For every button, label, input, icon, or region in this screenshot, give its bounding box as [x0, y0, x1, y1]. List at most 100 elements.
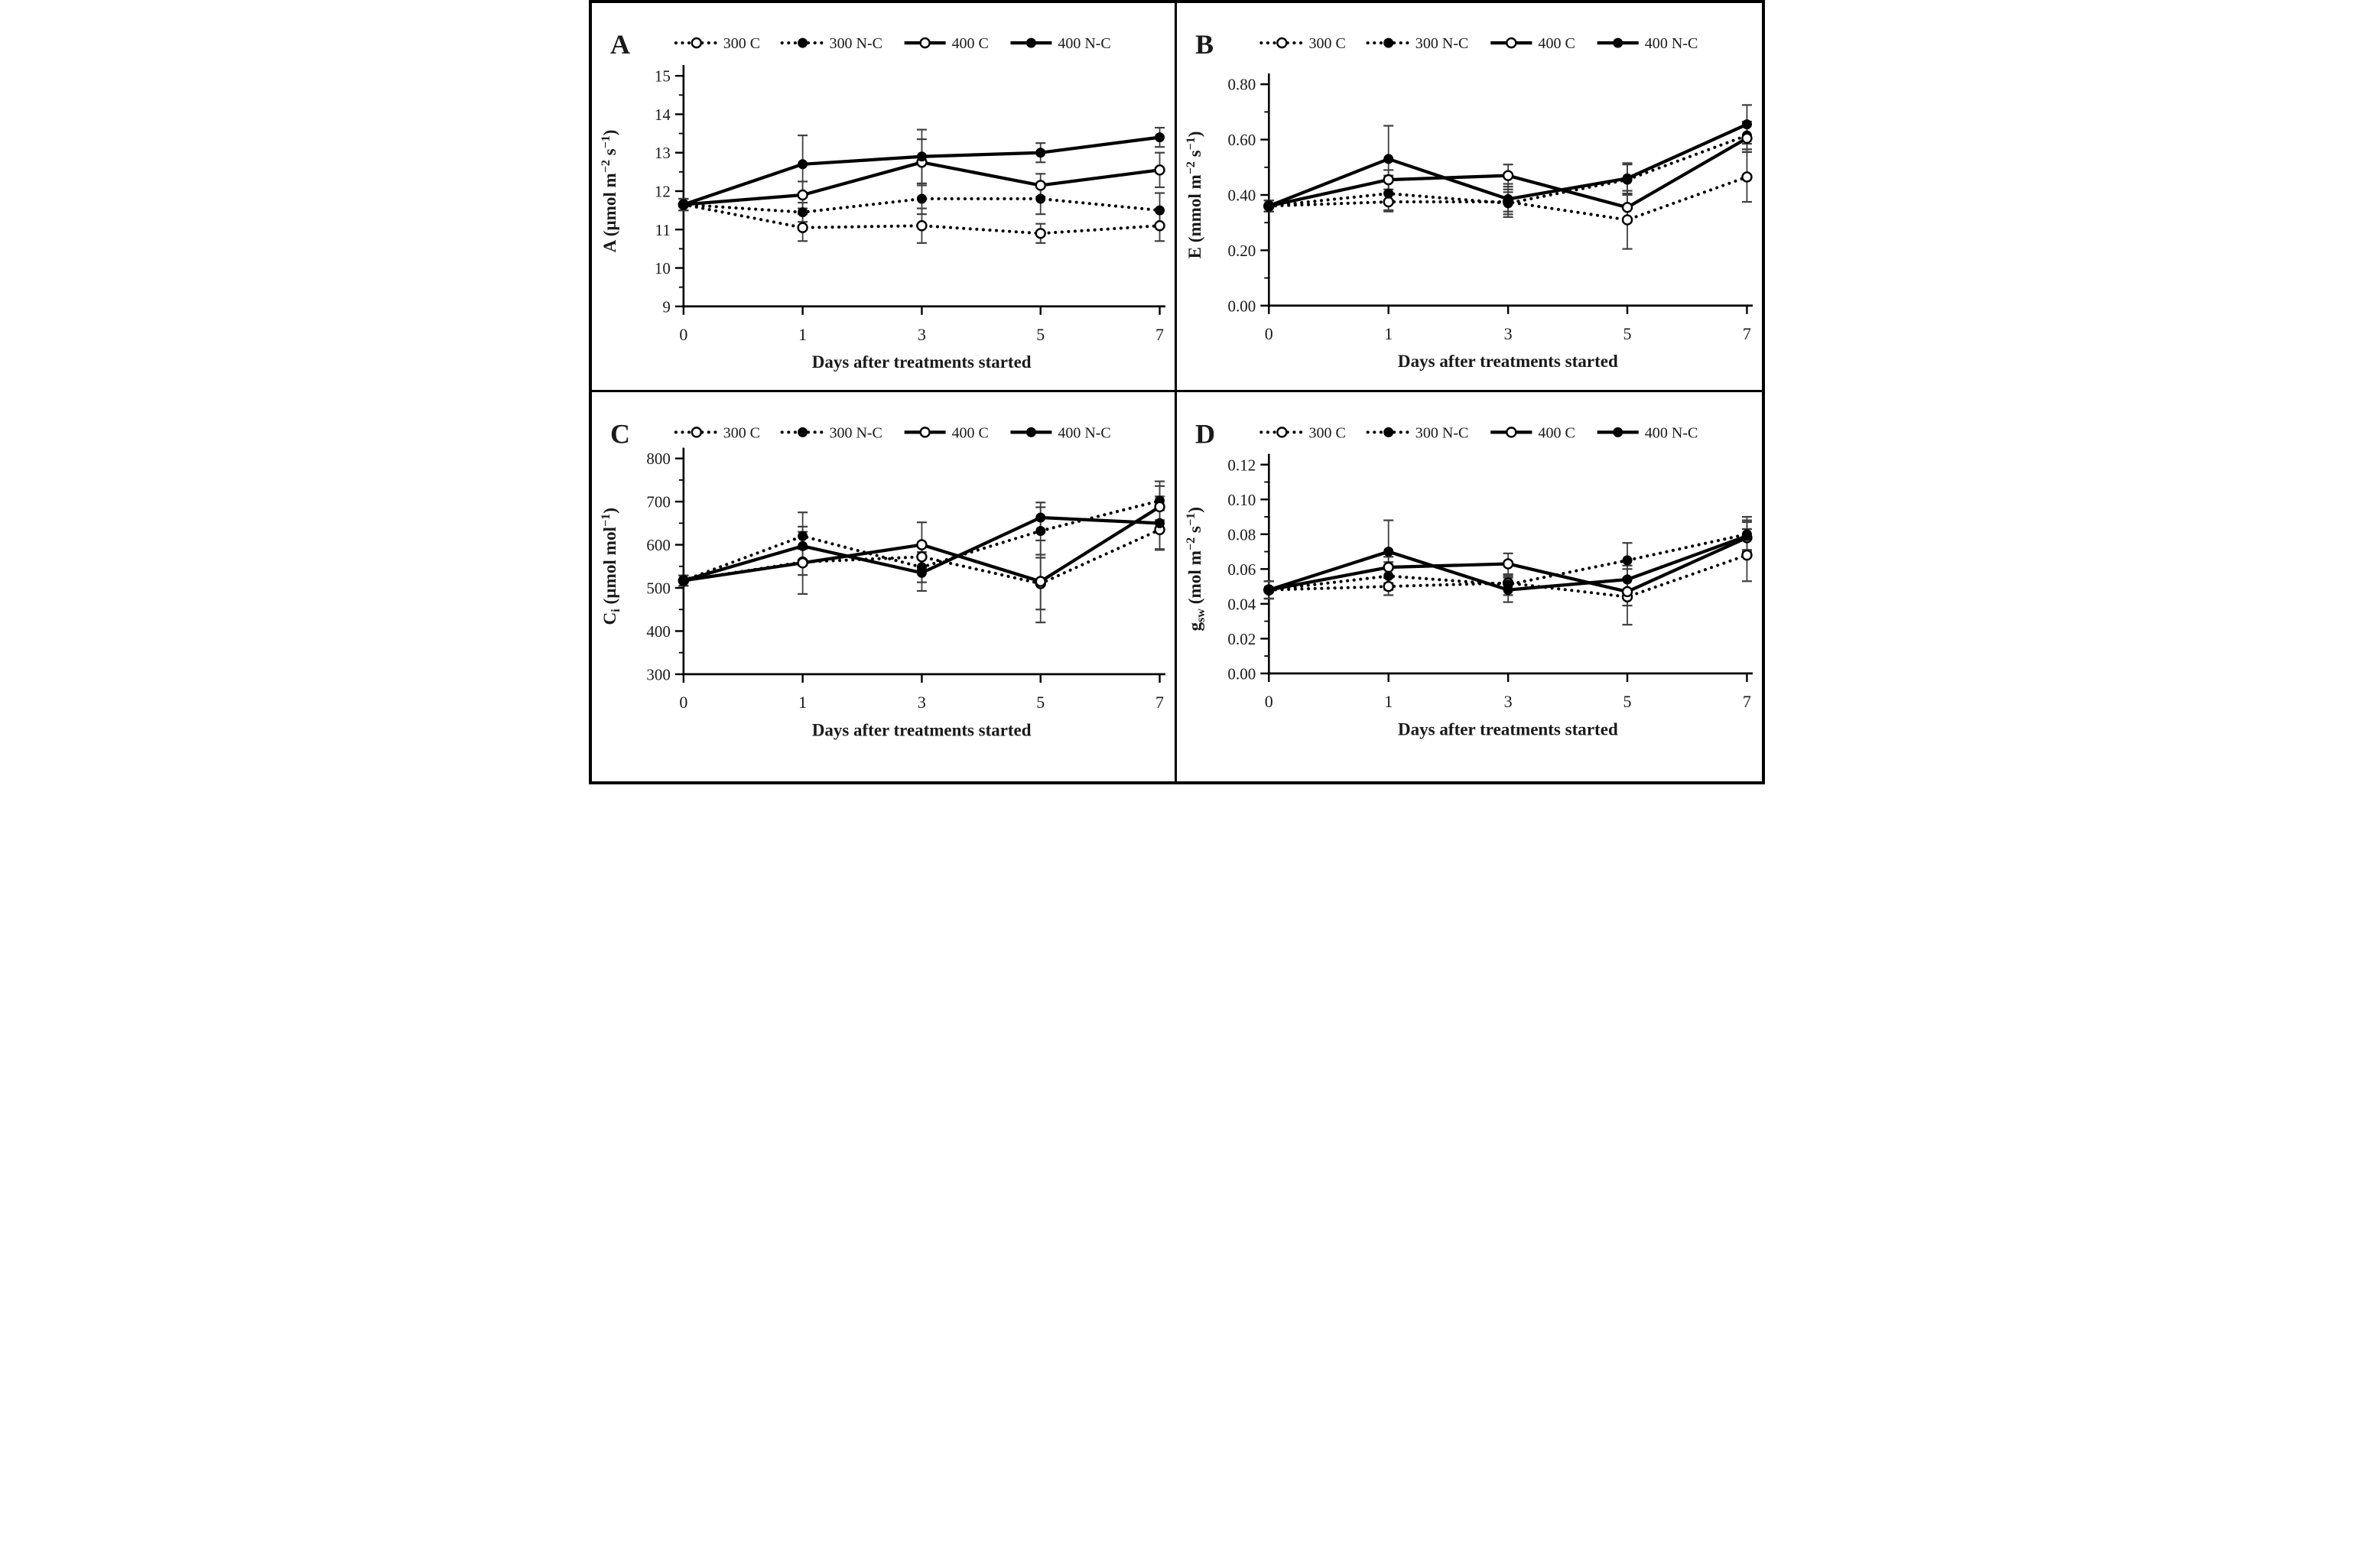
y-tick-label: 600 [646, 536, 670, 554]
legend-label: 400 C [1538, 424, 1575, 441]
y-axis-title: A (µmol m−2 s−1) [599, 130, 619, 253]
x-tick-label: 3 [917, 325, 925, 344]
y-axis-title: Ci (µmol mol−1) [600, 508, 622, 625]
y-tick-label: 0.10 [1227, 491, 1256, 509]
x-tick-label: 0 [679, 325, 687, 344]
legend-label: 400 N-C [1058, 35, 1110, 52]
error-bars [1263, 515, 1752, 626]
legend-item-400-n-c: 400 N-C [1597, 424, 1698, 441]
y-tick-label: 15 [654, 67, 670, 86]
axes: 0.00 0.02 0.04 0.06 0.08 0.10 0.12 0 1 3 5 7 [1227, 453, 1753, 711]
legend-label: 300 N-C [1415, 424, 1468, 441]
series-400-n-c [678, 132, 1165, 210]
y-tick-label: 0.60 [1227, 131, 1256, 149]
x-tick-label: 5 [1036, 325, 1045, 344]
panel-letter-d: D [1195, 418, 1215, 449]
panel-a: A 300 C 300 N-C 400 C 400 N-C 9 10 11 12 13 14 15 0 1… [591, 3, 1177, 392]
legend-item-300-n-c: 300 N-C [780, 35, 882, 52]
series-400-c [678, 157, 1165, 210]
legend-label: 300 C [1308, 35, 1345, 52]
y-tick-label: 0.40 [1227, 187, 1256, 205]
panel-c: C 300 C 300 N-C 400 C 400 N-C 300 400 500 600 700… [591, 392, 1177, 781]
legend-label: 400 N-C [1644, 424, 1698, 441]
legend-item-300-c: 300 C [674, 424, 760, 441]
legend-item-400-c: 400 C [904, 424, 988, 441]
axes: 300 400 500 600 700 800 0 1 3 5 7 [646, 447, 1165, 712]
legend-item-400-c: 400 C [1490, 424, 1575, 441]
legend-item-400-n-c: 400 N-C [1597, 35, 1698, 52]
x-tick-label: 7 [1155, 693, 1164, 712]
legend: 300 C 300 N-C 400 C 400 N-C [674, 35, 1110, 52]
x-tick-label: 7 [1742, 324, 1750, 343]
y-tick-label: 0.12 [1227, 456, 1256, 474]
x-tick-label: 3 [1503, 692, 1512, 711]
y-tick-label: 700 [646, 493, 670, 511]
y-tick-label: 400 [646, 622, 670, 641]
x-axis-title: Days after treatments started [811, 352, 1031, 372]
y-axis-title: gsw (mol m−2 s−1) [1185, 507, 1207, 631]
x-tick-label: 1 [798, 325, 807, 344]
y-tick-label: 0.02 [1227, 630, 1256, 648]
x-tick-label: 1 [1384, 324, 1393, 343]
legend-label: 400 N-C [1644, 35, 1698, 52]
legend-label: 300 N-C [1415, 35, 1468, 52]
panel-b: B 300 C 300 N-C 400 C 400 N-C 0.00 0.20 0.40 0.6… [1176, 3, 1762, 392]
y-tick-label: 0.20 [1227, 242, 1256, 260]
y-tick-label: 0.06 [1227, 560, 1256, 579]
panel-letter-c: C [609, 418, 629, 449]
y-tick-label: 9 [662, 297, 670, 316]
y-tick-label: 14 [654, 106, 670, 124]
legend-label: 300 C [723, 35, 759, 52]
y-tick-label: 0.04 [1227, 595, 1256, 613]
x-tick-label: 3 [1503, 324, 1512, 343]
axes: 0.00 0.20 0.40 0.60 0.80 0 1 3 5 7 [1227, 73, 1753, 343]
x-axis-title: Days after treatments started [811, 719, 1031, 739]
legend-item-300-c: 300 C [674, 35, 760, 52]
x-tick-label: 1 [1384, 692, 1393, 711]
legend-label: 300 C [723, 424, 759, 441]
x-tick-label: 0 [679, 693, 687, 712]
panel-letter-a: A [609, 29, 629, 60]
panel-letter-b: B [1195, 29, 1214, 60]
legend-label: 400 C [1538, 35, 1575, 52]
series-400-n-c [678, 512, 1165, 586]
y-tick-label: 10 [654, 259, 670, 278]
x-tick-label: 0 [1264, 692, 1272, 711]
legend-label: 400 C [951, 424, 988, 441]
y-axis-title: E (mmol m−2 s−1) [1185, 131, 1204, 259]
x-tick-label: 1 [798, 693, 807, 712]
legend-item-300-n-c: 300 N-C [1366, 424, 1468, 441]
panel-d: D 300 C 300 N-C 400 C 400 N-C 0.00 0.02 0.04 0.0… [1176, 392, 1762, 781]
legend: 300 C 300 N-C 400 C 400 N-C [1259, 424, 1698, 441]
y-tick-label: 13 [654, 144, 670, 162]
four-panel-figure: A 300 C 300 N-C 400 C 400 N-C 9 10 11 12 13 14 15 0 1… [588, 0, 1765, 784]
panel-b-chart: B 300 C 300 N-C 400 C 400 N-C 0.00 0.20 0.40 0.6… [1185, 29, 1753, 371]
series-400-n-c [1263, 119, 1752, 211]
legend-item-300-c: 300 C [1259, 35, 1345, 52]
x-tick-label: 5 [1623, 324, 1631, 343]
legend-item-300-n-c: 300 N-C [1366, 35, 1468, 52]
x-tick-label: 3 [917, 693, 925, 712]
legend-item-400-n-c: 400 N-C [1009, 35, 1110, 52]
x-axis-title: Days after treatments started [1397, 719, 1617, 739]
legend-label: 300 C [1308, 424, 1345, 441]
legend-item-300-n-c: 300 N-C [780, 424, 882, 441]
y-tick-label: 500 [646, 579, 670, 597]
y-tick-label: 0.80 [1227, 76, 1256, 94]
legend-label: 400 C [951, 35, 988, 52]
y-tick-label: 300 [646, 665, 670, 683]
panel-d-chart: D 300 C 300 N-C 400 C 400 N-C0.000.020.040.0… [1185, 418, 1753, 740]
x-tick-label: 5 [1623, 692, 1631, 711]
legend: 300 C 300 N-C 400 C 400 N-C [1259, 35, 1698, 52]
y-tick-label: 0.08 [1227, 525, 1256, 544]
legend-item-300-c: 300 C [1259, 424, 1345, 441]
legend-label: 400 N-C [1058, 424, 1110, 441]
y-tick-label: 11 [655, 221, 670, 239]
y-tick-label: 0.00 [1227, 664, 1256, 683]
legend-item-400-c: 400 C [904, 35, 988, 52]
panel-c-chart: C 300 C 300 N-C 400 C 400 N-C 300 400 500 600 700… [600, 418, 1165, 740]
x-tick-label: 7 [1742, 692, 1750, 711]
x-axis-title: Days after treatments started [1397, 351, 1617, 371]
x-tick-label: 0 [1264, 324, 1272, 343]
